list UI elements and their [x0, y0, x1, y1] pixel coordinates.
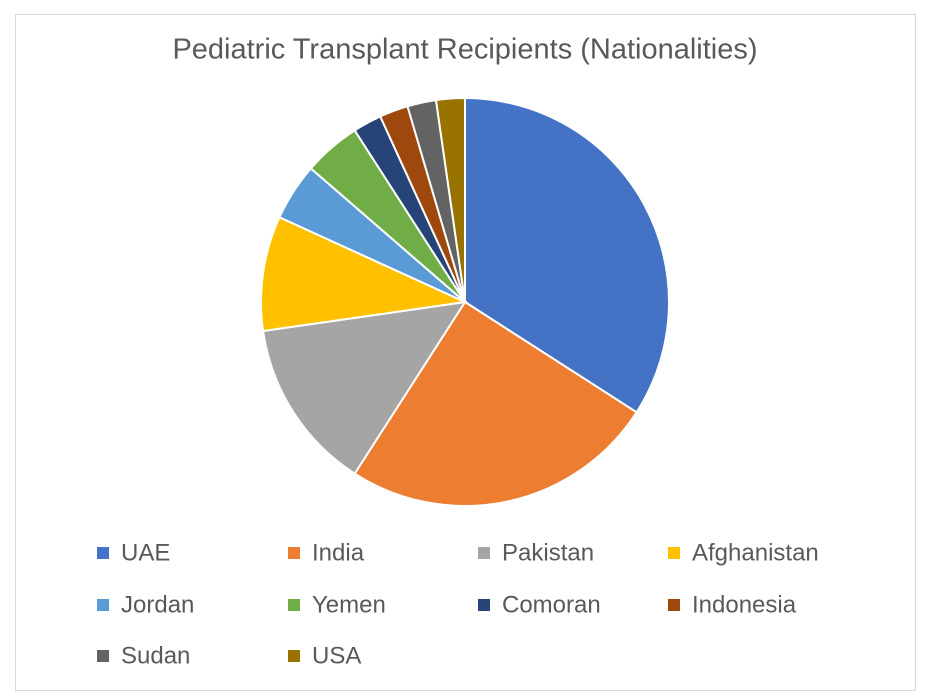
legend-label: UAE — [121, 539, 170, 566]
legend-label: USA — [312, 642, 361, 669]
legend-swatch — [668, 547, 680, 559]
legend-swatch — [478, 599, 490, 611]
pie-slice — [261, 300, 468, 475]
legend-label: India — [312, 539, 365, 566]
legend-label: Pakistan — [502, 539, 594, 566]
legend-swatch — [288, 650, 300, 662]
legend-label: Indonesia — [692, 591, 797, 618]
legend-label: Yemen — [312, 591, 386, 618]
legend-label: Jordan — [121, 591, 194, 618]
legend-swatch — [97, 650, 109, 662]
legend-swatch — [288, 547, 300, 559]
chart-title: Pediatric Transplant Recipients (Nationa… — [172, 34, 757, 66]
legend-swatch — [97, 599, 109, 611]
legend-swatch — [288, 599, 300, 611]
pie-slice — [434, 96, 466, 303]
legend-label: Comoran — [502, 591, 601, 618]
pie-slice — [260, 215, 469, 333]
legend-swatch — [478, 547, 490, 559]
legend-swatch — [668, 599, 680, 611]
legend-label: Sudan — [121, 642, 190, 669]
legend-label: Afghanistan — [692, 539, 819, 566]
legend-swatch — [97, 547, 109, 559]
pie-slice — [353, 300, 638, 507]
